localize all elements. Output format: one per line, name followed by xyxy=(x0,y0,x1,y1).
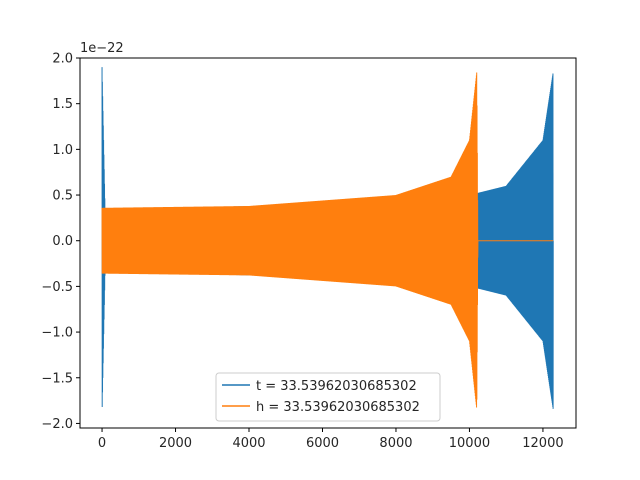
x-tick-label-1: 2000 xyxy=(159,436,192,451)
legend-label-h: h = 33.53962030685302 xyxy=(256,400,420,415)
legend: t = 33.53962030685302 h = 33.53962030685… xyxy=(215,372,441,422)
y-tick-label-5: −0.5 xyxy=(41,280,73,295)
y-tick-label-8: −2.0 xyxy=(41,417,73,432)
x-tick-label-3: 6000 xyxy=(306,436,339,451)
y-tick-label-3: 0.5 xyxy=(52,189,73,204)
series-line-h xyxy=(101,72,554,408)
y-tick-label-1: 1.5 xyxy=(52,97,73,112)
x-tick-label-0: 0 xyxy=(98,436,106,451)
x-tick-label-4: 8000 xyxy=(379,436,412,451)
plot-frame xyxy=(79,57,577,429)
y-tick-label-6: −1.0 xyxy=(41,326,73,341)
y-axis: 2.0 1.5 1.0 0.5 0.0 −0.5 −1.0 −1.5 −2.0 xyxy=(41,52,80,432)
x-tick-label-2: 4000 xyxy=(232,436,265,451)
x-tick-label-5: 10000 xyxy=(449,436,490,451)
x-axis: 0 2000 4000 6000 8000 10000 12000 xyxy=(98,428,564,451)
y-tick-label-2: 1.0 xyxy=(52,143,73,158)
y-tick-label-7: −1.5 xyxy=(41,371,73,386)
y-tick-label-4: 0.0 xyxy=(52,234,73,249)
legend-label-t: t = 33.53962030685302 xyxy=(256,379,417,394)
series-layer xyxy=(101,67,554,409)
y-offset-label: 1e−22 xyxy=(80,41,124,56)
y-tick-label-0: 2.0 xyxy=(52,52,73,67)
x-tick-label-6: 12000 xyxy=(522,436,563,451)
legend-box xyxy=(215,372,441,422)
